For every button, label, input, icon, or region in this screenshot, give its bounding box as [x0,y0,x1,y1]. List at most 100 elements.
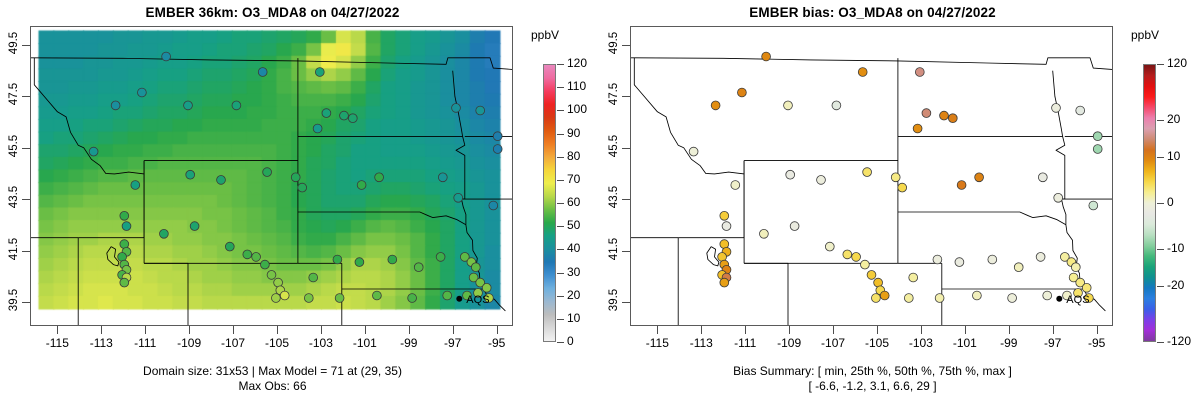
panel-bias-title: EMBER bias: O3_MDA8 on 04/27/2022 [749,5,996,20]
observation-marker [719,211,730,221]
observation-marker [312,123,323,134]
y-axis-label: 43.5 [8,185,20,209]
observation-marker [110,100,121,111]
observation-marker [321,108,332,118]
x-axis-tick [745,326,747,334]
y-axis-label: 49.5 [608,31,620,55]
panel-model-plot: AQS [30,26,513,326]
x-axis-tick [364,326,366,334]
observation-marker [954,257,965,267]
colorbar-tick [557,249,564,251]
observation-marker [1073,288,1083,298]
observation-marker [908,272,919,283]
observation-marker [1053,193,1064,203]
map-border [455,136,467,225]
colorbar-tick-label: 60 [567,195,581,209]
y-axis-label: 39.5 [608,288,620,312]
observation-marker [987,254,998,265]
x-axis-tick [789,326,791,334]
observation-marker [442,290,453,301]
observation-marker [185,169,196,180]
map-border [897,211,1067,226]
observation-marker [484,293,494,303]
observation-marker [860,259,870,270]
observation-marker [492,144,503,154]
y-axis-tick [22,96,30,98]
observation-marker [459,252,470,262]
panel-bias-caption-2: [ -6.6, -1.2, 3.1, 6.6, 29 ] [808,379,937,393]
colorbar-tick [557,318,564,320]
colorbar-gradient [543,64,556,342]
observation-marker [1070,262,1081,273]
x-axis-label: -103 [308,336,333,350]
observation-marker [897,182,908,193]
colorbar-tick-label: -10 [1167,240,1185,255]
observation-marker [189,221,200,231]
observation-marker [825,241,835,252]
observation-marker [1062,290,1072,301]
observation-marker [862,167,872,177]
observation-marker [475,277,486,288]
observation-marker [372,290,382,301]
map-border [633,57,745,239]
observation-marker [1059,252,1070,262]
x-axis-tick [833,326,835,334]
observation-marker [759,229,769,239]
observation-marker [481,282,492,293]
observation-marker [939,110,949,121]
observation-marker [216,175,226,185]
y-axis-label: 43.5 [608,185,620,209]
observation-marker [1007,293,1017,303]
x-axis-label: -111 [134,336,157,350]
map-border [1055,136,1067,225]
observation-marker [130,180,141,190]
y-axis-label: 47.5 [8,83,20,106]
x-axis-tick [920,326,922,334]
observation-marker [816,175,826,185]
x-axis-tick [276,326,278,334]
colorbar-tick-label: -20 [1167,278,1185,293]
y-axis-tick [622,96,630,98]
y-axis-tick [622,44,630,46]
x-axis-label: -109 [177,336,202,350]
map-border [706,246,720,267]
observation-marker [921,108,932,118]
y-axis-label: 39.5 [8,288,20,312]
x-axis-tick [101,326,103,334]
colorbar-tick-label: 30 [567,264,581,279]
colorbar-tick [557,203,564,204]
colorbar-tick-label: 90 [567,125,581,140]
model-map-canvas: AQS [31,27,512,325]
y-axis-label: 49.5 [8,31,20,55]
observation-marker [242,249,253,260]
observation-marker [710,100,721,111]
observation-marker [1088,200,1099,211]
colorbar-tick-label: 50 [567,218,581,233]
observation-marker [354,257,365,267]
y-axis-tick [22,44,30,46]
observation-marker [279,290,290,301]
x-axis-tick [408,326,410,334]
x-axis-tick [189,326,191,334]
observation-marker [303,293,314,303]
observation-marker [1013,262,1024,273]
x-axis-label: -107 [821,336,846,350]
y-axis-tick [622,301,630,303]
x-axis-label: -113 [689,336,713,350]
observation-marker [435,252,446,262]
observation-marker [374,172,384,183]
panel-bias-plot: AQS [630,26,1113,326]
observation-marker [119,277,130,288]
map-border [144,262,189,325]
panel-model-title: EMBER 36km: O3_MDA8 on 04/27/2022 [145,5,400,20]
observation-marker [932,254,943,265]
aqs-legend-label: AQS [1066,294,1089,306]
observation-marker [453,193,464,203]
y-axis-label: 41.5 [8,237,20,260]
observation-marker [1051,103,1061,113]
observation-marker [492,131,503,141]
x-axis-label: -99 [400,336,418,350]
panel-model-caption-2: Max Obs: 66 [238,379,307,393]
observation-marker [407,293,417,303]
observation-marker [934,293,945,303]
